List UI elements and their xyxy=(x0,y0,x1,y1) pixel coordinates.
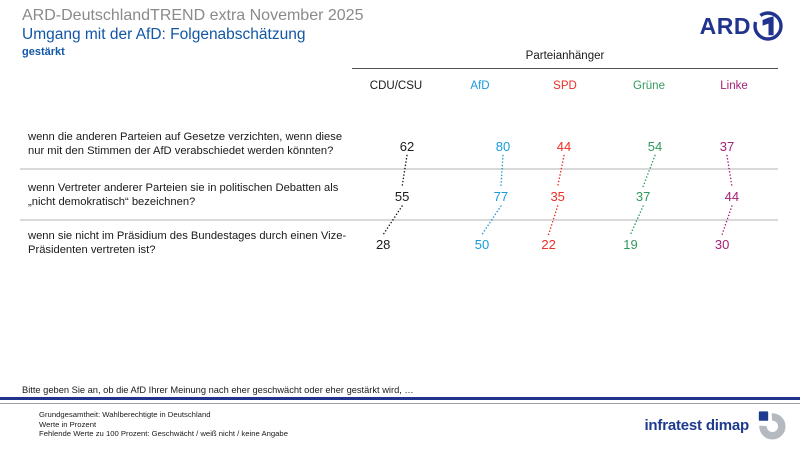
value-cducsu-row1: 62 xyxy=(399,138,415,154)
infratest-dimap-logo: infratest dimap xyxy=(644,409,786,441)
infratest-dimap-text: infratest dimap xyxy=(644,416,749,434)
row-separator xyxy=(20,219,778,221)
page-title: Umgang mit der AfD: Folgenabschätzung xyxy=(22,26,306,43)
infratest-dimap-icon xyxy=(756,409,786,441)
question-line: wenn Vertreter anderer Parteien sie in p… xyxy=(28,182,339,194)
footer-line-3: Fehlende Werte zu 100 Prozent: Geschwäch… xyxy=(39,429,288,439)
ard-logo-text: ARD xyxy=(699,12,751,39)
value-grne-row3: 19 xyxy=(623,237,638,252)
question-row-3: wenn sie nicht im Präsidium des Bundesta… xyxy=(28,230,380,257)
question-line: „nicht demokratisch“ bezeichnen? xyxy=(28,195,196,208)
value-cducsu-row2: 55 xyxy=(394,189,410,204)
survey-question-note: Bitte geben Sie an, ob die AfD Ihrer Mei… xyxy=(22,385,414,395)
column-header-spd: SPD xyxy=(553,80,577,92)
group-header-rule xyxy=(352,68,778,69)
column-header-grne: Grüne xyxy=(633,80,665,92)
question-line: wenn sie nicht im Präsidium des Bundesta… xyxy=(28,230,347,242)
question-line: nur mit den Stimmen der AfD verabschiede… xyxy=(28,144,334,157)
slide-supertitle: ARD-DeutschlandTREND extra November 2025 xyxy=(22,7,364,24)
value-grne-row1: 54 xyxy=(647,138,663,154)
dotted-connector-grne xyxy=(642,154,656,188)
footer-line-1: Grundgesamtheit: Wahlberechtigte in Deut… xyxy=(39,410,211,419)
question-row-1: wenn die anderen Parteien auf Gesetze ve… xyxy=(28,131,380,158)
question-line: wenn die anderen Parteien auf Gesetze ve… xyxy=(28,131,343,143)
dotted-connector-afd xyxy=(500,154,504,188)
row-separator xyxy=(20,167,778,170)
value-linke-row1: 37 xyxy=(719,138,735,154)
value-linke-row3: 30 xyxy=(714,237,730,252)
column-header-afd: AfD xyxy=(470,80,490,92)
value-afd-row2: 77 xyxy=(493,189,509,204)
value-cducsu-row3: 28 xyxy=(375,237,391,252)
value-spd-row1: 44 xyxy=(556,138,572,154)
footer-methodology: Grundgesamtheit: Wahlberechtigte in Deut… xyxy=(39,410,288,439)
value-afd-row1: 80 xyxy=(495,138,511,154)
value-grne-row2: 37 xyxy=(635,189,651,204)
value-linke-row2: 44 xyxy=(724,189,740,204)
question-line: Präsidenten vertreten ist? xyxy=(28,243,156,256)
dotted-connector-spd xyxy=(556,154,565,188)
value-spd-row2: 35 xyxy=(550,189,565,204)
dotted-connector-cducsu xyxy=(401,154,408,188)
page-subtitle: gestärkt xyxy=(22,46,65,58)
value-afd-row3: 50 xyxy=(474,237,490,252)
group-header-parteianhaenger: Parteianhänger xyxy=(525,50,605,62)
footer-divider-navy xyxy=(0,397,800,400)
column-header-cducsu: CDU/CSU xyxy=(369,80,423,92)
ard-logo: ARD xyxy=(700,10,784,42)
column-header-linke: Linke xyxy=(720,80,748,92)
footer-divider-gray xyxy=(0,403,800,404)
value-spd-row3: 22 xyxy=(541,237,556,252)
footer-line-2: Werte in Prozent xyxy=(39,419,97,429)
ard-one-circle-icon xyxy=(752,10,784,42)
question-row-2: wenn Vertreter anderer Parteien sie in p… xyxy=(28,182,380,209)
dotted-connector-linke xyxy=(726,154,733,188)
